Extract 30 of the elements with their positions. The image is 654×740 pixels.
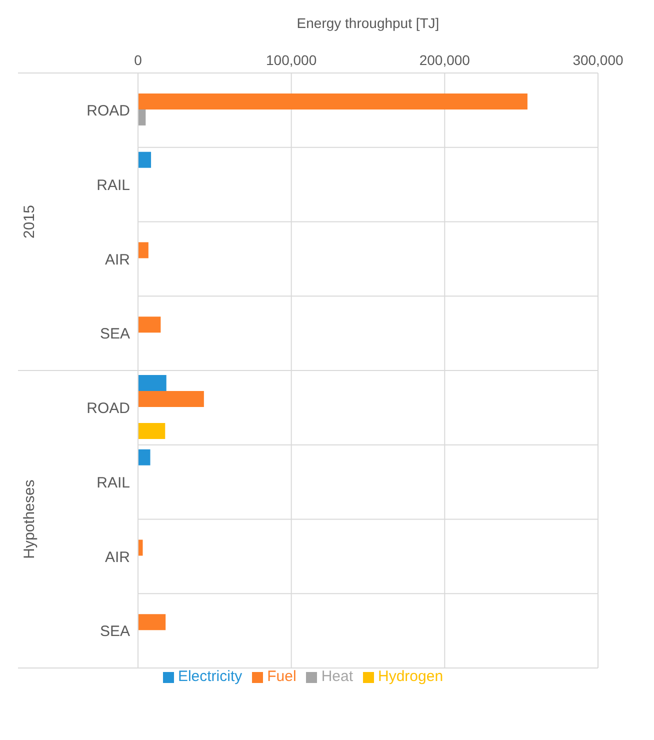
bar (138, 390, 204, 407)
legend-label: Fuel (267, 668, 296, 685)
y-tick-label: SEA (100, 326, 130, 343)
y-tick-label: ROAD (86, 400, 130, 418)
x-tick-label: 300,000 (572, 52, 624, 68)
y-tick-label: AIR (104, 548, 130, 566)
bar (138, 152, 152, 168)
legend-label: Electricity (178, 668, 242, 685)
bar (138, 109, 146, 126)
bar (138, 93, 528, 110)
bar (138, 316, 161, 333)
y-tick-label: SEA (100, 623, 130, 640)
y-tick-label: ROAD (86, 102, 130, 120)
y-tick-label: RAIL (96, 474, 130, 492)
bar (138, 614, 166, 630)
bar (138, 242, 148, 258)
text: 2015 (21, 205, 38, 238)
legend-label: Hydrogen (378, 668, 444, 685)
x-tick-label: 200,000 (419, 52, 470, 68)
text: Hypotheses (21, 480, 38, 559)
bar (138, 449, 150, 466)
bar (138, 374, 166, 391)
legend-label: Heat (321, 668, 353, 685)
y-tick-label: RAIL (96, 176, 130, 194)
y-tick-label: AIR (104, 251, 130, 268)
x-axis-title: Energy throughput [TJ] (296, 14, 440, 31)
bar (138, 540, 143, 556)
x-tick-label: 100,000 (266, 52, 317, 68)
bar (138, 422, 166, 439)
x-tick-label: 0 (134, 52, 142, 68)
